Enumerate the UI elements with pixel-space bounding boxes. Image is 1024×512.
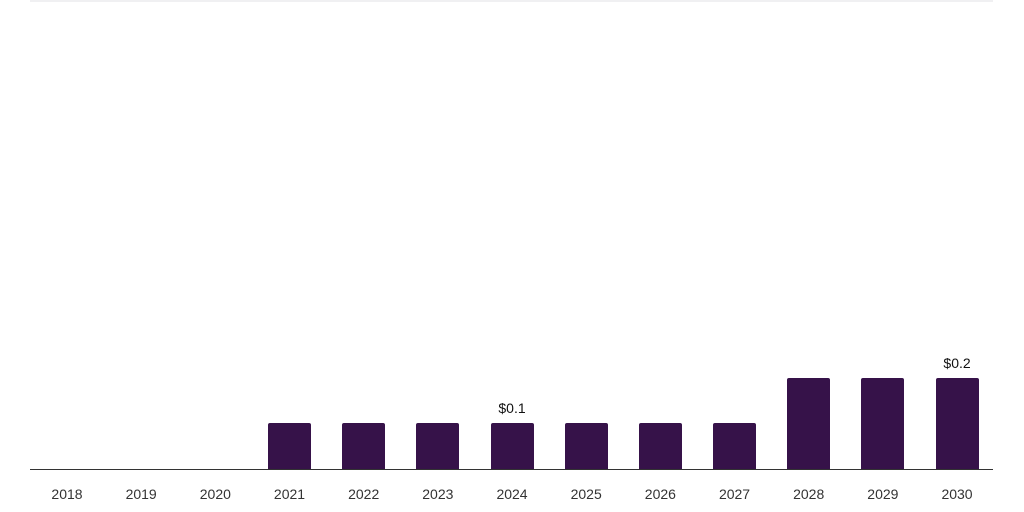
bar-2027 xyxy=(713,423,757,469)
bar-2026 xyxy=(638,423,682,469)
x-tick-label: 2026 xyxy=(644,486,676,502)
x-tick-label: 2021 xyxy=(273,486,306,502)
bar-2021 xyxy=(268,423,311,469)
x-tick-label: 2024 xyxy=(496,486,528,502)
x-axis-line xyxy=(30,469,993,470)
x-tick-label: 2027 xyxy=(718,486,751,502)
x-tick-label: 2019 xyxy=(125,486,157,502)
x-tick-label: 2030 xyxy=(941,486,973,502)
bar-2029 xyxy=(861,378,905,469)
bar-2024 xyxy=(490,423,534,469)
x-tick-label: 2028 xyxy=(793,486,825,502)
x-tick-label: 2029 xyxy=(867,486,899,502)
bar-2028 xyxy=(787,378,831,469)
data-label-2030: $0.2 xyxy=(943,355,971,371)
x-tick-label: 2025 xyxy=(570,486,602,502)
bar-2030 xyxy=(935,378,979,469)
x-tick-label: 2020 xyxy=(199,486,231,502)
bar-2022 xyxy=(342,423,386,469)
x-tick-label: 2018 xyxy=(51,486,83,502)
x-tick-label: 2023 xyxy=(422,486,454,502)
x-tick-label: 2022 xyxy=(348,486,380,502)
bar-2025 xyxy=(564,423,608,469)
bar-2023 xyxy=(416,423,460,469)
data-label-2024: $0.1 xyxy=(498,400,526,416)
top-border-line xyxy=(30,0,993,2)
